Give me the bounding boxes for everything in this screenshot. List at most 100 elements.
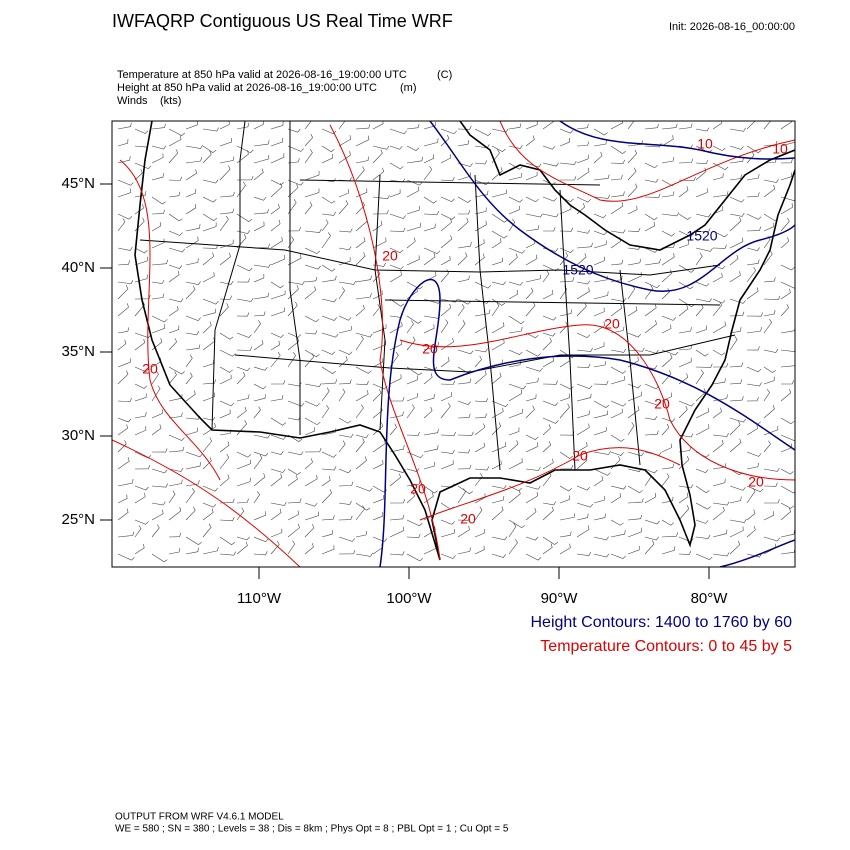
wind-barb — [355, 438, 365, 453]
wind-barb — [661, 123, 678, 130]
wind-barb — [746, 462, 759, 470]
wind-barb — [695, 553, 713, 561]
wind-barb — [151, 448, 168, 453]
wind-barb — [474, 398, 489, 403]
wind-barb — [763, 121, 771, 130]
wind-barb — [576, 442, 588, 453]
wind-barb — [287, 280, 305, 285]
wind-barb — [338, 433, 354, 438]
wind-barb — [168, 149, 179, 164]
wind-barb — [644, 285, 654, 300]
wind-barb — [406, 145, 420, 151]
wind-barb — [236, 541, 248, 555]
wind-barb — [712, 145, 726, 152]
wind-barb — [168, 191, 181, 198]
wind-barb — [491, 167, 503, 181]
wind-barb — [219, 121, 230, 130]
wind-barb — [338, 515, 353, 521]
field-name: Height at 850 hPa valid at 2026-08-16_19… — [117, 82, 377, 94]
field-units: (m) — [400, 82, 417, 94]
wind-barb — [338, 135, 351, 147]
wind-barb — [763, 366, 776, 373]
wind-barb — [712, 298, 726, 304]
wind-barb — [185, 390, 196, 402]
wind-barb — [678, 186, 689, 198]
wind-barb — [712, 378, 726, 385]
wind-barb — [321, 489, 333, 504]
wind-barb — [712, 244, 727, 249]
wind-barb — [287, 523, 300, 538]
wind-barb — [253, 383, 267, 390]
wind-barb — [355, 237, 366, 249]
wind-barb — [440, 392, 452, 402]
wind-barb — [423, 394, 435, 402]
wind-barb — [661, 135, 674, 147]
wind-barb — [593, 321, 606, 334]
wind-barbs — [117, 121, 795, 563]
wind-barb — [389, 423, 397, 436]
wind-barb — [151, 509, 164, 521]
wind-barb — [287, 301, 298, 317]
wind-barb — [644, 492, 657, 504]
wind-barb — [355, 166, 365, 181]
wind-barb — [321, 428, 337, 436]
wind-barb — [134, 525, 142, 538]
wind-barb — [168, 490, 176, 504]
wind-barb — [185, 506, 196, 521]
wind-barb — [236, 451, 252, 458]
wind-barb — [780, 237, 790, 249]
wind-barb — [593, 140, 607, 147]
wind-barb — [202, 252, 215, 266]
wind-barb — [542, 213, 559, 218]
wind-barb — [151, 123, 166, 130]
wind-barb — [304, 286, 317, 300]
wind-barb — [661, 315, 677, 321]
wind-barb — [406, 553, 424, 562]
wind-barb — [185, 121, 198, 130]
wind-barb — [117, 303, 129, 317]
wind-barb — [270, 236, 283, 249]
wind-barb — [287, 510, 299, 521]
wind-barb — [287, 128, 301, 133]
wind-barb — [253, 196, 267, 201]
contour-label: 20 — [142, 361, 158, 377]
wind-barb — [304, 502, 318, 507]
wind-barb — [644, 416, 658, 421]
wind-barb — [593, 513, 606, 521]
wind-barb — [542, 424, 551, 436]
wind-barb — [185, 427, 198, 436]
wind-barb — [712, 230, 728, 238]
wind-barb — [746, 487, 756, 504]
wind-barb — [423, 341, 439, 351]
wind-barb — [712, 206, 724, 215]
wind-barb — [440, 402, 451, 419]
wind-barb — [355, 505, 365, 521]
wind-barb — [304, 247, 321, 255]
wind-barb — [576, 280, 590, 285]
wind-barb — [185, 285, 196, 300]
wind-barb — [423, 247, 441, 255]
wind-barb — [355, 335, 364, 351]
wind-barb — [440, 519, 455, 525]
wind-barb — [678, 281, 694, 290]
wind-barb — [746, 287, 759, 300]
wind-barb — [627, 332, 642, 338]
wind-barb — [304, 349, 320, 358]
wind-barb — [117, 440, 127, 453]
wind-barb — [287, 285, 299, 300]
wind-barb — [576, 287, 590, 300]
wind-barb — [661, 212, 680, 217]
wind-barb — [355, 456, 367, 470]
wind-barb — [610, 259, 624, 266]
wind-barb — [338, 468, 352, 474]
wind-barb — [236, 298, 254, 302]
wind-barb — [304, 458, 313, 470]
wind-barb — [610, 348, 627, 353]
wind-barb — [610, 492, 622, 504]
wind-barb — [355, 156, 369, 164]
wind-barb — [253, 292, 269, 300]
wind-barb — [372, 536, 388, 542]
wind-barb — [746, 451, 762, 457]
wind-barb — [491, 298, 506, 306]
wind-barb — [389, 526, 404, 538]
